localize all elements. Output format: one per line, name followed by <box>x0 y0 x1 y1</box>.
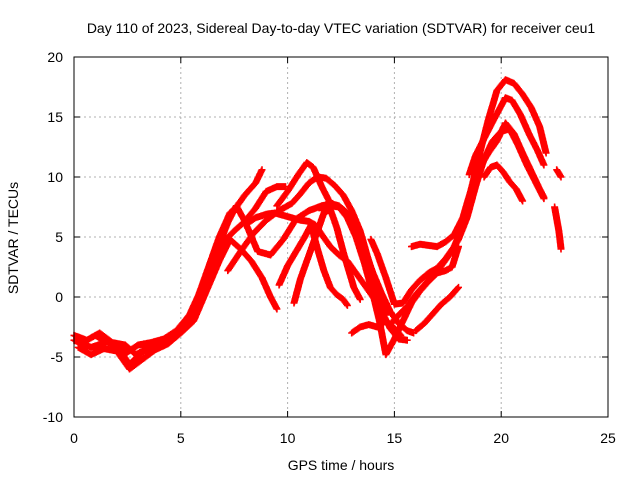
data-point-markers <box>412 283 462 335</box>
data-point-markers <box>408 119 548 251</box>
series-arc-19 <box>551 203 565 253</box>
y-tick-label: 15 <box>47 109 63 125</box>
data-point-markers <box>290 205 364 307</box>
y-tick-label: -10 <box>43 409 63 425</box>
y-tick-label: -5 <box>51 349 64 365</box>
y-tick-label: 0 <box>55 289 63 305</box>
series-arc-9 <box>290 205 364 307</box>
data-point-markers <box>465 94 548 179</box>
data-point-markers <box>551 203 565 253</box>
x-tick-label: 5 <box>177 430 185 446</box>
series-arc-17 <box>480 161 527 205</box>
y-axis-label: SDTVAR / TECUs <box>5 182 21 294</box>
y-tick-label: 10 <box>47 169 63 185</box>
chart-title: Day 110 of 2023, Sidereal Day-to-day VTE… <box>87 20 596 36</box>
x-tick-label: 25 <box>600 430 616 446</box>
x-axis-label: GPS time / hours <box>288 457 395 473</box>
data-point-markers <box>74 235 281 373</box>
data-points <box>70 76 565 373</box>
axis-ticks: 0 5 10 15 20 25 -10 -5 0 5 10 15 20 <box>43 49 616 446</box>
x-tick-label: 15 <box>387 430 403 446</box>
series-arc-15 <box>412 283 462 335</box>
y-tick-label: 20 <box>47 49 63 65</box>
series-arc-18 <box>553 166 565 181</box>
y-tick-label: 5 <box>55 229 63 245</box>
data-point-markers <box>553 166 565 181</box>
data-point-markers <box>480 161 527 205</box>
x-tick-label: 0 <box>70 430 78 446</box>
series-arc-16 <box>465 94 548 179</box>
series-arc-14 <box>408 119 548 251</box>
series-arc-3 <box>74 235 281 373</box>
x-tick-label: 10 <box>280 430 296 446</box>
x-tick-label: 20 <box>493 430 509 446</box>
